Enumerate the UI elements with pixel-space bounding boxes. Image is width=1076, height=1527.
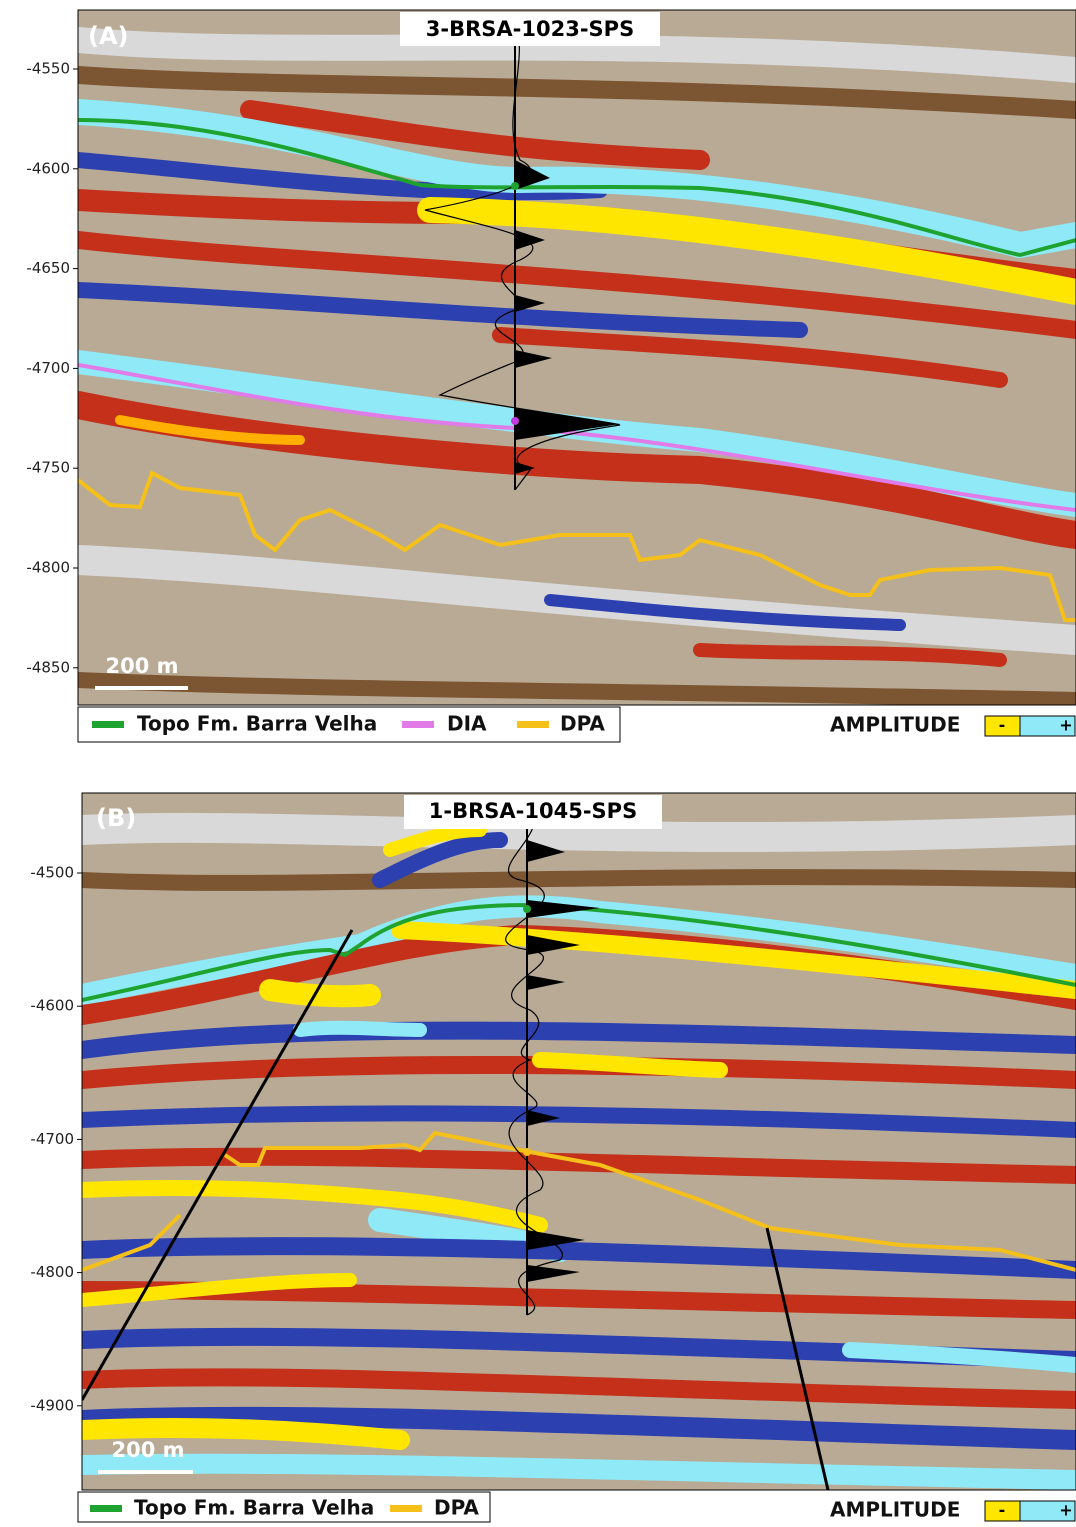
- legend-item: Topo Fm. Barra Velha: [137, 712, 377, 736]
- depth-tick-label: -4800: [26, 559, 70, 577]
- panel-b: 1-BRSA-1045-SPS (B) 200 m -4500 -4600 -470…: [30, 793, 1076, 1522]
- depth-tick-label: -4750: [26, 459, 70, 477]
- depth-tick-label: -4600: [26, 159, 70, 177]
- legend-item: DIA: [447, 712, 487, 736]
- scale-bar-label: 200 m: [105, 654, 178, 678]
- seismic-section: [82, 793, 1076, 1490]
- well-name: 1-BRSA-1045-SPS: [429, 799, 637, 823]
- amplitude-title: AMPLITUDE: [830, 1498, 960, 1522]
- panel-label: (B): [96, 804, 136, 832]
- amplitude-high: +: [1059, 716, 1072, 735]
- depth-tick-label: -4600: [30, 997, 74, 1015]
- scale-bar-label: 200 m: [111, 1438, 184, 1462]
- depth-axis: -4550 -4600 -4650 -4700 -4750 -4800 -4850: [26, 60, 78, 677]
- depth-tick-label: -4700: [26, 359, 70, 377]
- depth-tick-label: -4550: [26, 60, 70, 78]
- panel-label: (A): [88, 22, 129, 50]
- depth-axis: -4500 -4600 -4700 -4800 -4900: [30, 864, 82, 1415]
- seismic-section: [78, 10, 1076, 705]
- depth-tick-label: -4500: [30, 864, 74, 882]
- depth-tick-label: -4700: [30, 1130, 74, 1148]
- legend-item: Topo Fm. Barra Velha: [134, 1496, 374, 1520]
- depth-tick-label: -4650: [26, 259, 70, 277]
- amplitude-high: +: [1059, 1501, 1072, 1520]
- amplitude-title: AMPLITUDE: [830, 713, 960, 737]
- figure: 3-BRSA-1023-SPS (A) 200 m -4550 -4600 -465…: [0, 0, 1076, 1523]
- legend-item: DPA: [560, 712, 605, 736]
- depth-tick-label: -4900: [30, 1396, 74, 1414]
- depth-tick-label: -4850: [26, 658, 70, 676]
- well-name: 3-BRSA-1023-SPS: [426, 17, 634, 41]
- amplitude-low: -: [999, 716, 1006, 735]
- panel-a: 3-BRSA-1023-SPS (A) 200 m -4550 -4600 -465…: [26, 10, 1076, 742]
- depth-tick-label: -4800: [30, 1263, 74, 1281]
- legend-item: DPA: [434, 1496, 479, 1520]
- amplitude-low: -: [999, 1501, 1006, 1520]
